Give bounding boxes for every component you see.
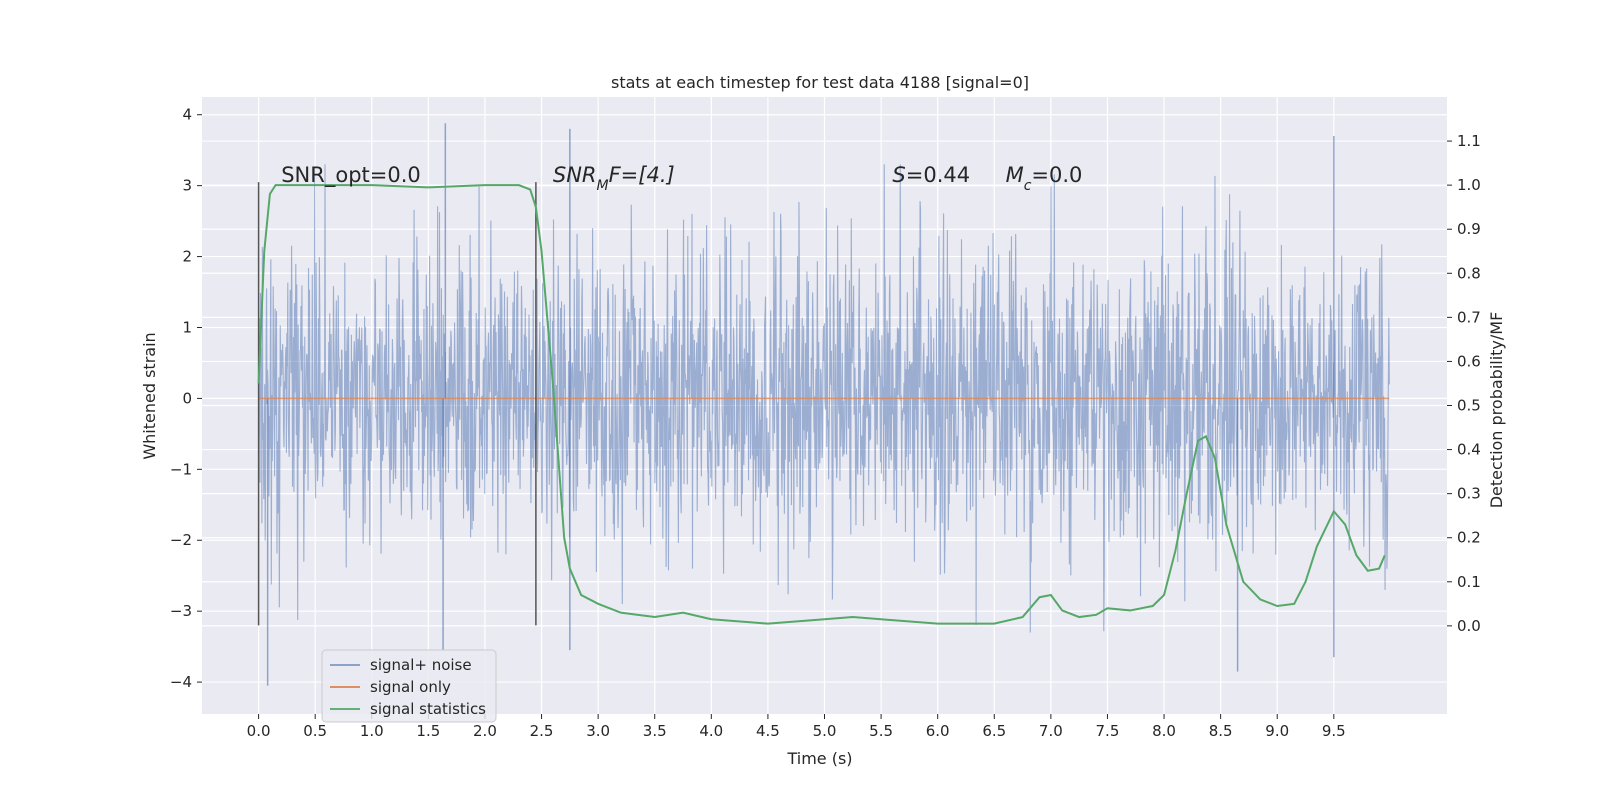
x-tick-label: 9.5 <box>1322 722 1346 740</box>
y-tick-label: −1 <box>170 460 192 478</box>
x-tick-label: 4.0 <box>699 722 723 740</box>
annotation: SNR_opt=0.0 <box>281 163 421 188</box>
x-tick-label: 5.5 <box>869 722 893 740</box>
x-tick-label: 0.5 <box>303 722 327 740</box>
legend-label: signal only <box>370 678 451 696</box>
x-tick-label: 4.5 <box>756 722 780 740</box>
y2-axis-label: Detection probability/MF <box>1487 312 1506 509</box>
y-tick-label: −4 <box>170 673 192 691</box>
legend: signal+ noise signal only signal statistic… <box>321 649 497 723</box>
x-tick-label: 0.0 <box>247 722 271 740</box>
x-tick-label: 8.5 <box>1209 722 1233 740</box>
vertical-markers <box>257 182 537 626</box>
noise-series <box>258 123 1390 686</box>
legend-label: signal+ noise <box>370 656 472 674</box>
x-tick-label: 6.5 <box>982 722 1006 740</box>
x-tick-label: 5.0 <box>813 722 837 740</box>
y2-tick-label: 0.7 <box>1457 308 1481 326</box>
x-tick-label: 2.0 <box>473 722 497 740</box>
y-tick-label: 4 <box>182 106 192 124</box>
x-tick-label: 3.0 <box>586 722 610 740</box>
x-tick-label: 7.0 <box>1039 722 1063 740</box>
x-tick-label: 8.0 <box>1152 722 1176 740</box>
y2-tick-label: 1.0 <box>1457 176 1481 194</box>
y-axis: 4 3 2 1 0 −1 −2 −3 −4 <box>170 106 202 691</box>
x-axis: 0.0 0.5 1.0 1.5 2.0 2.5 3.0 3.5 4.0 4.5 5.0 5.5 6.0 6… <box>247 714 1346 740</box>
y-tick-label: −3 <box>170 602 192 620</box>
x-tick-label: 3.5 <box>643 722 667 740</box>
x-tick-label: 1.5 <box>416 722 440 740</box>
y-tick-label: −2 <box>170 531 192 549</box>
noise-line <box>258 164 1390 633</box>
y-tick-label: 0 <box>182 389 192 407</box>
y-tick-label: 3 <box>182 177 192 195</box>
y2-tick-label: 0.8 <box>1457 264 1481 282</box>
y-axis-label: Whitened strain <box>140 332 159 459</box>
y2-tick-label: 0.0 <box>1457 617 1481 635</box>
y-tick-label: 2 <box>182 248 192 266</box>
legend-box <box>321 649 497 723</box>
y-tick-label: 1 <box>182 318 192 336</box>
y2-tick-label: 0.6 <box>1457 352 1481 370</box>
y2-tick-label: 0.4 <box>1457 441 1481 459</box>
y2-tick-label: 0.1 <box>1457 573 1481 591</box>
y2-tick-label: 0.5 <box>1457 397 1481 415</box>
x-tick-label: 6.0 <box>926 722 950 740</box>
annotation: Mc=0.0 <box>1006 163 1083 194</box>
statistics-series <box>257 184 1386 625</box>
y2-tick-label: 1.1 <box>1457 132 1481 150</box>
x-tick-label: 7.5 <box>1096 722 1120 740</box>
chart-title: stats at each timestep for test data 418… <box>611 73 1029 92</box>
annotation: S=0.44 <box>892 163 970 187</box>
legend-label: signal statistics <box>370 700 486 718</box>
y2-tick-label: 0.2 <box>1457 529 1481 547</box>
x-axis-label: Time (s) <box>786 749 852 768</box>
annotation: SNRMF=[4.] <box>553 163 675 194</box>
y2-tick-label: 0.9 <box>1457 220 1481 238</box>
y2-tick-label: 0.3 <box>1457 485 1481 503</box>
y2-axis: 1.1 1.0 0.9 0.8 0.7 0.6 0.5 0.4 0.3 0.2 0.1 0.0 <box>1447 132 1481 635</box>
signal-statistics-line <box>257 184 1386 625</box>
x-tick-label: 1.0 <box>360 722 384 740</box>
x-tick-label: 2.5 <box>530 722 554 740</box>
x-tick-label: 9.0 <box>1265 722 1289 740</box>
annotations: SNR_opt=0.0 SNRMF=[4.] S=0.44 Mc=0.0 <box>281 163 1082 194</box>
